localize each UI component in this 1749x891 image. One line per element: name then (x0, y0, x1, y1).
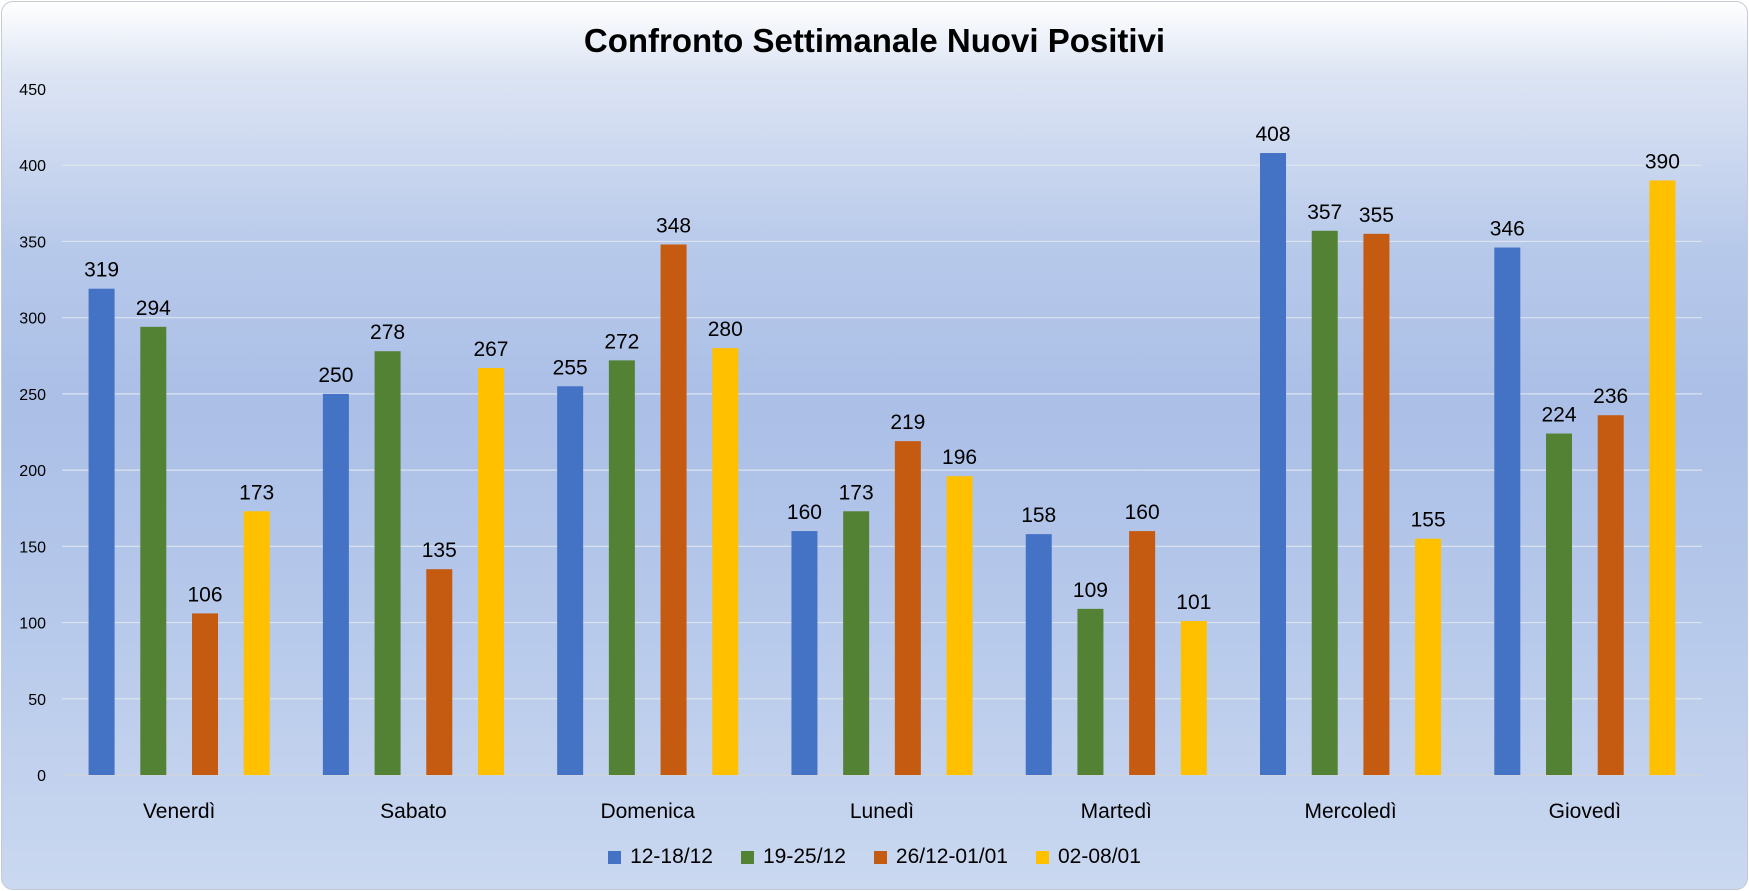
x-tick-label: Venerdì (143, 800, 215, 823)
bar (1077, 608, 1104, 775)
bar (608, 360, 635, 775)
bar (1494, 247, 1521, 775)
legend-swatch (873, 850, 887, 864)
data-label: 219 (890, 411, 925, 434)
bar (1546, 433, 1573, 775)
bar (1025, 534, 1052, 775)
bar (1260, 153, 1287, 775)
data-label: 109 (1073, 579, 1108, 602)
legend-label: 02-08/01 (1058, 845, 1141, 868)
data-label: 173 (839, 481, 874, 504)
data-label: 278 (370, 321, 405, 344)
bar (843, 511, 870, 775)
y-tick-label: 200 (19, 463, 46, 480)
data-label: 357 (1307, 201, 1342, 224)
legend-item: 26/12-01/01 (873, 845, 1008, 869)
bar (894, 441, 921, 775)
legend-swatch (608, 850, 622, 864)
legend-label: 26/12-01/01 (895, 845, 1008, 868)
data-label: 267 (473, 338, 508, 361)
bar (1129, 531, 1156, 775)
bar (1311, 230, 1338, 776)
data-label: 355 (1359, 204, 1394, 227)
x-tick-label: Lunedì (850, 800, 914, 823)
data-label: 280 (708, 318, 743, 341)
y-tick-label: 0 (37, 768, 46, 785)
x-tick-label: Sabato (380, 800, 447, 823)
bar (712, 348, 739, 775)
legend-label: 12-18/12 (630, 845, 713, 868)
bar (191, 613, 218, 775)
data-label: 250 (318, 364, 353, 387)
data-label: 408 (1255, 123, 1290, 146)
data-label: 158 (1021, 504, 1056, 527)
bar (477, 367, 504, 775)
legend-item: 02-08/01 (1036, 845, 1141, 869)
bar (1649, 180, 1676, 775)
y-tick-label: 400 (19, 158, 46, 175)
y-tick-label: 250 (19, 387, 46, 404)
bar (1180, 621, 1207, 775)
data-label: 160 (1125, 501, 1160, 524)
y-tick-label: 450 (19, 82, 46, 99)
bar (140, 326, 167, 775)
legend-swatch (740, 850, 754, 864)
bar (1363, 233, 1390, 776)
data-label: 319 (84, 259, 119, 282)
data-label: 348 (656, 214, 691, 237)
data-label: 160 (787, 501, 822, 524)
legend-item: 19-25/12 (740, 845, 846, 869)
data-label: 106 (187, 583, 222, 606)
data-label: 101 (1176, 591, 1211, 614)
bar (426, 569, 453, 775)
chart-title: Confronto Settimanale Nuovi Positivi (583, 22, 1166, 59)
data-label: 272 (604, 330, 639, 353)
data-label: 155 (1411, 509, 1446, 532)
legend-label: 19-25/12 (762, 845, 846, 868)
data-label: 173 (239, 481, 274, 504)
data-label: 135 (422, 539, 457, 562)
data-label: 224 (1541, 404, 1576, 427)
y-tick-label: 150 (19, 539, 46, 556)
bar (1415, 538, 1442, 775)
y-tick-label: 300 (19, 311, 46, 328)
x-tick-label: Giovedì (1549, 800, 1621, 823)
legend-item: 12-18/12 (608, 845, 713, 869)
bar (946, 476, 973, 775)
y-tick-label: 50 (28, 692, 46, 709)
data-label: 255 (553, 356, 588, 379)
data-label: 196 (942, 446, 977, 469)
bar (557, 386, 584, 775)
bar (1597, 415, 1624, 775)
legend-swatch (1036, 850, 1049, 864)
x-tick-label: Mercoledì (1304, 800, 1396, 823)
x-tick-label: Domenica (600, 800, 695, 823)
data-label: 346 (1490, 218, 1525, 241)
bar (791, 531, 818, 775)
bar (322, 393, 349, 775)
data-label: 236 (1593, 385, 1628, 408)
bar (88, 288, 115, 775)
bar (660, 244, 687, 775)
data-label: 294 (136, 297, 171, 320)
chart-legend: 12-18/12 19-25/12 26/12-01/01 02-08/01 (2, 845, 1747, 869)
y-tick-label: 350 (19, 234, 46, 251)
x-tick-label: Martedì (1081, 800, 1152, 823)
y-tick-label: 100 (19, 616, 46, 633)
data-label: 390 (1645, 150, 1680, 173)
bar (374, 351, 401, 775)
bar (243, 511, 270, 775)
